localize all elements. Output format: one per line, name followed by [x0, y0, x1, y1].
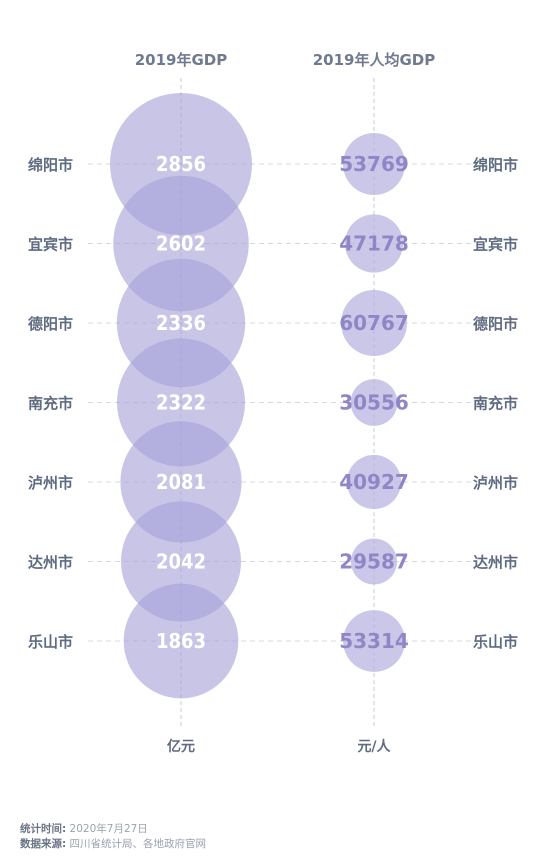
footer-source: 数据来源: 四川省统计局、各地政府官网: [20, 837, 206, 851]
gdp-unit-label: 亿元: [167, 738, 195, 755]
city-label-left: 南充市: [28, 395, 73, 413]
city-label-right: 绵阳市: [473, 156, 518, 174]
per-capita-bubble: [344, 214, 404, 273]
city-label-left: 宜宾市: [28, 236, 73, 254]
city-label-right: 南充市: [473, 395, 518, 413]
gdp-bubble: [123, 583, 239, 699]
per-capita-bubbles: 53769 47178 60767 30556 40927 29587 53314: [339, 132, 409, 672]
city-label-left: 绵阳市: [28, 156, 73, 174]
per-capita-value-label: 60767: [339, 311, 409, 335]
city-label-right: 泸州市: [473, 474, 518, 492]
per-capita-chart-title: 2019年人均GDP: [313, 51, 436, 69]
gdp-value-label: 1863: [156, 629, 206, 653]
footer-time-value: 2020年7月27日: [69, 823, 148, 835]
per-capita-bubble: [343, 610, 405, 672]
per-capita-value-label: 53314: [339, 629, 409, 653]
gdp-value-label: 2602: [156, 232, 206, 256]
per-capita-value-label: 40927: [339, 470, 409, 494]
gdp-value-label: 2042: [156, 550, 206, 574]
per-capita-bubble: [350, 379, 398, 426]
gdp-bubbles: 2856 2602 2336 2322 2081 2042 1863: [110, 93, 252, 699]
city-label-left: 德阳市: [28, 315, 73, 333]
city-label-right: 乐山市: [473, 633, 518, 651]
gdp-bubble: [120, 501, 242, 622]
gdp-value-label: 2322: [156, 391, 206, 415]
city-label-left: 泸州市: [28, 474, 73, 492]
per-capita-bubble: [346, 454, 402, 510]
per-capita-value-label: 53769: [339, 152, 409, 176]
city-label-left: 达州市: [28, 554, 73, 572]
per-capita-unit-label: 元/人: [357, 738, 391, 755]
gdp-value-label: 2081: [156, 470, 206, 494]
per-capita-value-label: 47178: [339, 232, 409, 256]
footer-source-value: 四川省统计局、各地政府官网: [69, 838, 207, 850]
gdp-value-label: 2856: [156, 152, 206, 176]
per-capita-bubble: [350, 538, 398, 585]
per-capita-bubble: [342, 132, 406, 196]
footer-time: 统计时间: 2020年7月27日: [20, 822, 148, 836]
per-capita-value-label: 30556: [339, 391, 409, 415]
city-label-left: 乐山市: [28, 633, 73, 651]
footer-source-label: 数据来源:: [20, 838, 67, 850]
city-label-right: 达州市: [473, 554, 518, 572]
per-capita-bubble: [341, 290, 407, 356]
footer-time-label: 统计时间:: [20, 823, 67, 835]
per-capita-value-label: 29587: [339, 550, 409, 574]
gdp-chart-title: 2019年GDP: [135, 51, 228, 69]
city-label-right: 德阳市: [473, 315, 518, 333]
city-label-right: 宜宾市: [473, 236, 518, 254]
gdp-value-label: 2336: [156, 311, 206, 335]
